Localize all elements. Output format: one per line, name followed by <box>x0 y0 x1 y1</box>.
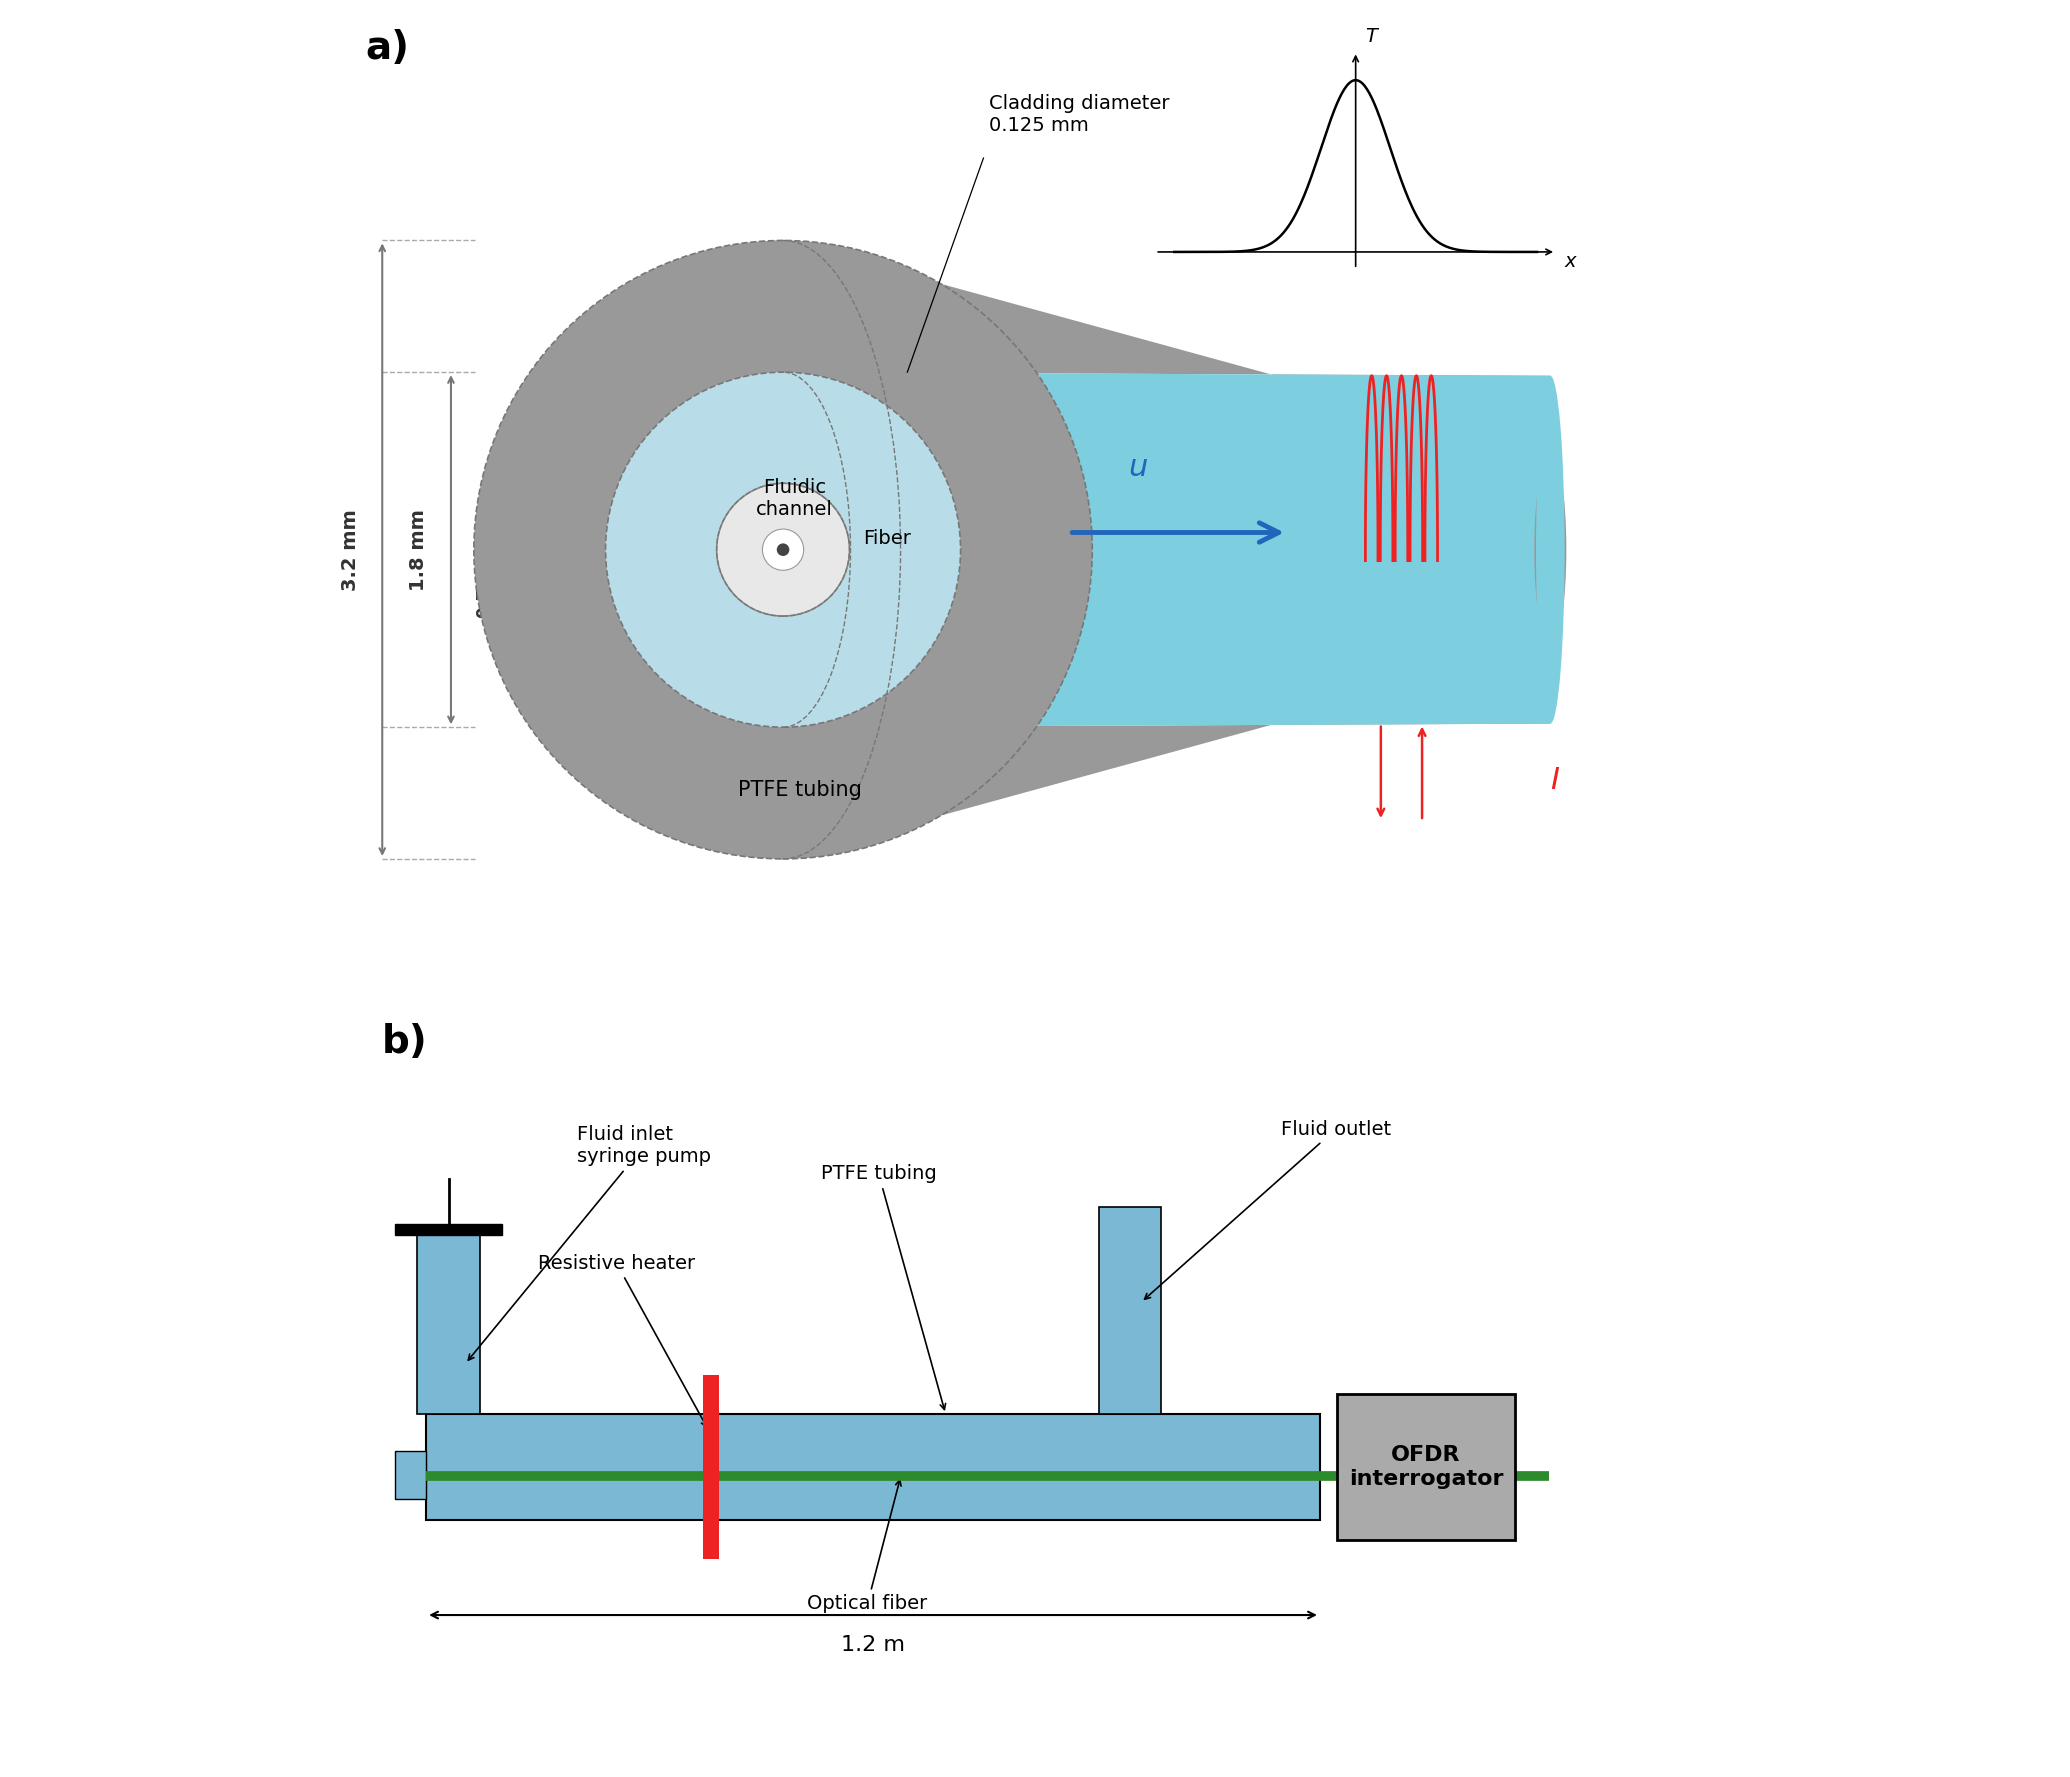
Bar <box>418 1235 480 1414</box>
Circle shape <box>607 371 960 727</box>
Polygon shape <box>782 371 1550 727</box>
Circle shape <box>776 544 789 556</box>
Text: Fiber: Fiber <box>863 530 911 547</box>
Ellipse shape <box>1534 451 1567 649</box>
Text: 0.7 mm: 0.7 mm <box>476 547 495 618</box>
Text: Fluid inlet
syringe pump: Fluid inlet syringe pump <box>468 1125 710 1359</box>
Text: Optical fiber: Optical fiber <box>807 1480 927 1614</box>
Text: Resistive heater: Resistive heater <box>538 1255 706 1427</box>
Text: Fluidic
channel: Fluidic channel <box>756 478 832 519</box>
Text: x: x <box>1565 252 1575 270</box>
Text: u: u <box>1128 453 1147 482</box>
Polygon shape <box>782 649 1550 858</box>
Text: 1.8 mm: 1.8 mm <box>410 508 428 590</box>
Ellipse shape <box>1536 375 1565 723</box>
Text: PTFE tubing: PTFE tubing <box>739 780 863 800</box>
Bar <box>426 1414 1321 1519</box>
Text: OFDR
interrogator: OFDR interrogator <box>1350 1445 1503 1489</box>
Text: a): a) <box>364 28 410 66</box>
Bar <box>395 1224 503 1235</box>
Bar <box>704 1375 718 1558</box>
Text: I: I <box>1550 766 1559 796</box>
Text: 1.2 m: 1.2 m <box>840 1635 905 1654</box>
Bar <box>395 1452 426 1498</box>
Polygon shape <box>782 240 1550 451</box>
Circle shape <box>474 240 1093 858</box>
Text: PTFE tubing: PTFE tubing <box>820 1164 946 1409</box>
Text: T: T <box>1364 27 1377 46</box>
Text: b): b) <box>381 1024 426 1061</box>
Text: 3.2 mm: 3.2 mm <box>342 508 360 590</box>
Circle shape <box>762 530 803 570</box>
Text: Cladding diameter
0.125 mm: Cladding diameter 0.125 mm <box>989 94 1170 135</box>
Bar <box>1337 1393 1515 1541</box>
Text: Fluid outlet: Fluid outlet <box>1145 1120 1391 1299</box>
Circle shape <box>716 483 849 617</box>
Bar <box>1099 1207 1161 1414</box>
